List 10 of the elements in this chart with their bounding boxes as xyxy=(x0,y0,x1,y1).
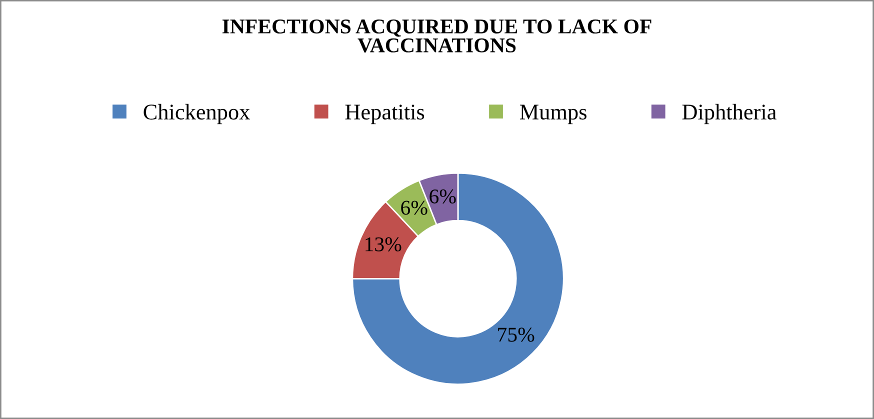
data-label: 6% xyxy=(401,200,428,215)
legend-label: Mumps xyxy=(520,104,586,124)
data-label: 75% xyxy=(498,328,534,342)
legend-label: Diphtheria xyxy=(682,104,776,124)
data-label: 6% xyxy=(430,189,456,204)
legend-label: Chickenpox xyxy=(144,104,250,124)
data-label: 13% xyxy=(366,237,402,252)
legend-label: Hepatitis xyxy=(345,104,424,124)
chart-title: INFECTIONS ACQUIRED DUE TO LACK OF VACCINATIONS xyxy=(222,20,652,53)
donut-slice xyxy=(352,172,564,385)
